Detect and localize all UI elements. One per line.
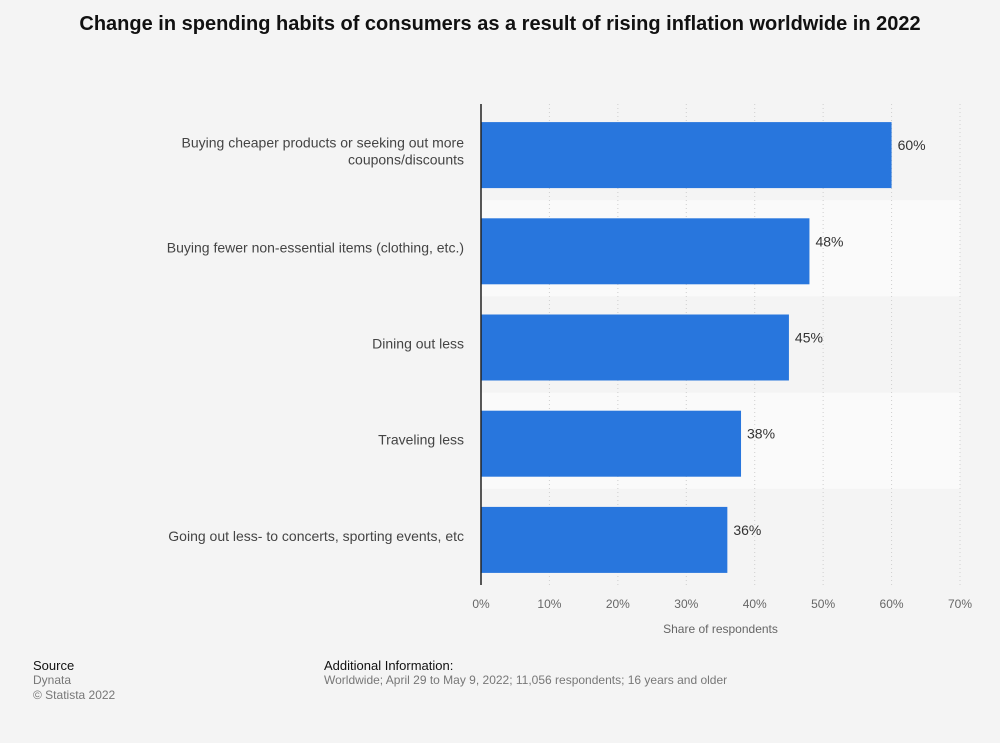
value-label: 48% xyxy=(815,233,843,249)
category-label: Traveling less xyxy=(378,432,464,448)
additional-info-block: Additional Information: Worldwide; April… xyxy=(324,658,727,688)
bar xyxy=(481,314,789,381)
copyright-line: © Statista 2022 xyxy=(33,688,116,702)
x-tick-label: 30% xyxy=(674,597,698,611)
source-heading: Source xyxy=(33,658,75,673)
bar xyxy=(481,122,892,189)
category-label: Buying fewer non-essential items (clothi… xyxy=(167,239,464,255)
category-label-line: Going out less- to concerts, sporting ev… xyxy=(168,528,464,544)
x-axis-title: Share of respondents xyxy=(663,622,778,636)
category-label: Dining out less xyxy=(372,336,464,352)
x-tick-label: 10% xyxy=(537,597,561,611)
bars xyxy=(481,122,892,573)
value-label: 38% xyxy=(747,426,775,442)
source-block: Source Dynata © Statista 2022 xyxy=(33,658,115,703)
chart-title: Change in spending habits of consumers a… xyxy=(79,13,921,35)
additional-info-heading: Additional Information: xyxy=(324,658,454,673)
x-tick-label: 60% xyxy=(880,597,904,611)
source-line: Dynata xyxy=(33,673,72,687)
x-tick-label: 20% xyxy=(606,597,630,611)
category-label-line: Buying fewer non-essential items (clothi… xyxy=(167,239,464,255)
category-label-line: Traveling less xyxy=(378,432,464,448)
category-label: Going out less- to concerts, sporting ev… xyxy=(168,528,464,544)
category-label: Buying cheaper products or seeking out m… xyxy=(182,135,465,168)
additional-info-text: Worldwide; April 29 to May 9, 2022; 11,0… xyxy=(324,673,728,687)
category-label-line: Buying cheaper products or seeking out m… xyxy=(182,135,465,151)
value-label: 45% xyxy=(795,330,823,346)
x-tick-label: 0% xyxy=(472,597,490,611)
bar xyxy=(481,410,742,477)
value-label: 36% xyxy=(733,522,761,538)
bar xyxy=(481,218,810,285)
value-label: 60% xyxy=(898,137,926,153)
category-label-line: Dining out less xyxy=(372,336,464,352)
category-labels: Buying cheaper products or seeking out m… xyxy=(167,135,464,544)
x-tick-labels: 0% 10% 20% 30% 40% 50% 60% 70% xyxy=(472,597,972,611)
x-tick-label: 40% xyxy=(743,597,767,611)
value-labels: 60% 48% 45% 38% 36% xyxy=(733,137,925,538)
category-label-line: coupons/discounts xyxy=(348,152,464,168)
bar xyxy=(481,506,728,573)
x-tick-label: 70% xyxy=(948,597,972,611)
x-tick-label: 50% xyxy=(811,597,835,611)
